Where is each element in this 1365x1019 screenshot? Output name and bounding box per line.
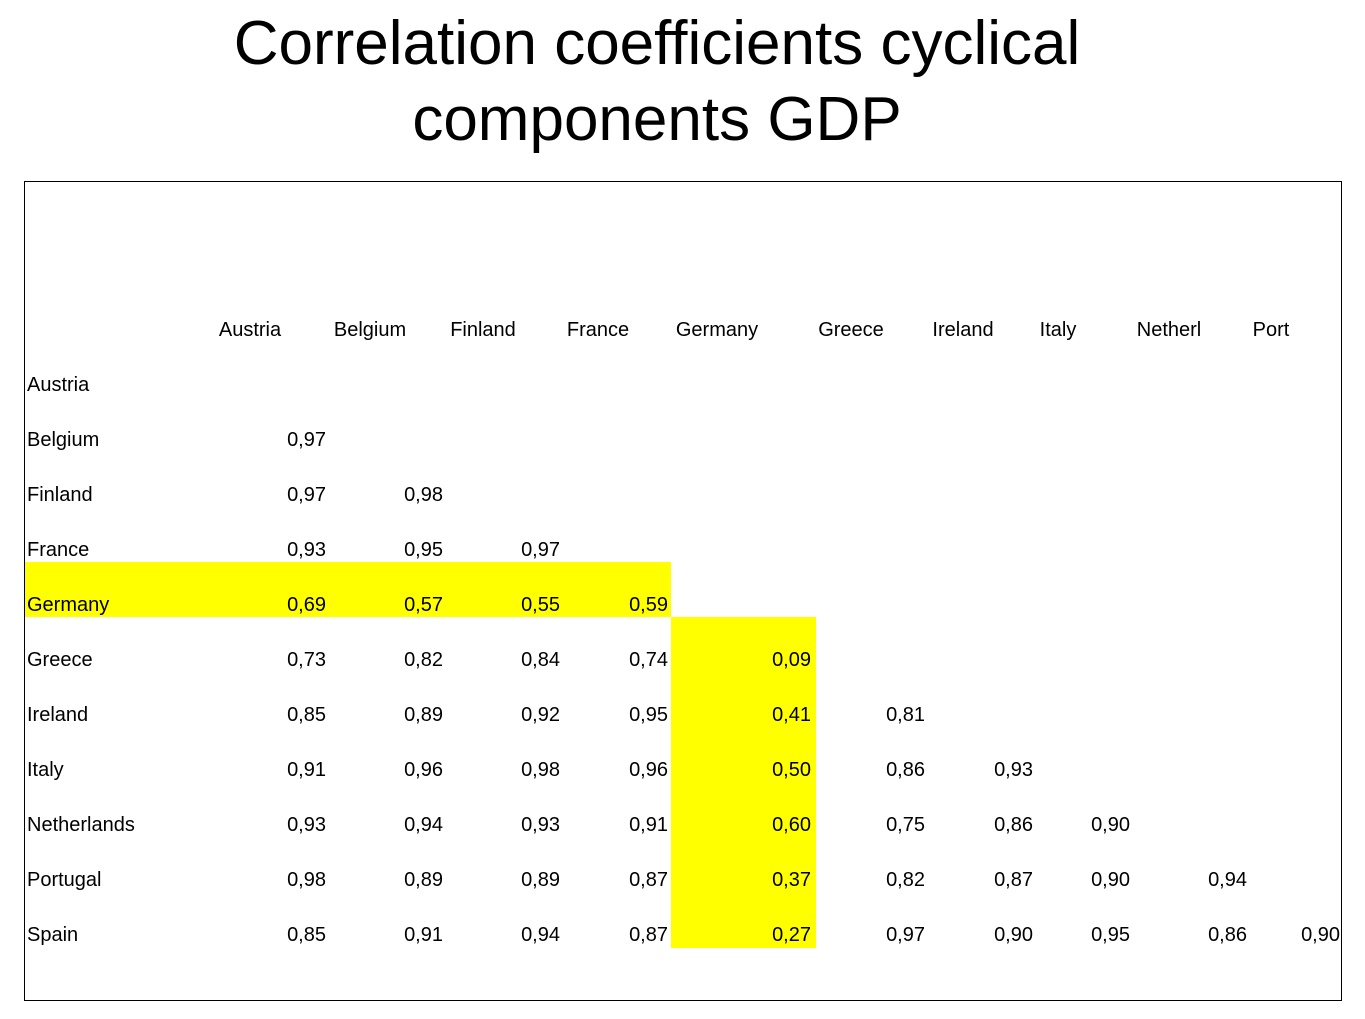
correlation-value: 0,75 bbox=[886, 814, 925, 836]
correlation-value: 0,93 bbox=[287, 814, 326, 836]
correlation-value: 0,86 bbox=[994, 814, 1033, 836]
correlation-value: 0,90 bbox=[1091, 814, 1130, 836]
correlation-value: 0,41 bbox=[772, 704, 811, 726]
correlation-value: 0,09 bbox=[772, 649, 811, 671]
correlation-value: 0,89 bbox=[404, 704, 443, 726]
correlation-value: 0,86 bbox=[886, 759, 925, 781]
column-header-ireland: Ireland bbox=[932, 319, 994, 341]
correlation-value: 0,94 bbox=[1208, 869, 1247, 891]
correlation-value: 0,98 bbox=[404, 484, 443, 506]
column-header-port: Port bbox=[1252, 319, 1290, 341]
correlation-value: 0,27 bbox=[772, 924, 811, 946]
column-header-finland: Finland bbox=[450, 319, 516, 341]
slide-title-line-1: Correlation coefficients cyclical bbox=[233, 9, 1081, 78]
correlation-value: 0,85 bbox=[287, 924, 326, 946]
correlation-value: 0,93 bbox=[994, 759, 1033, 781]
slide-title: Correlation coefficients cyclical compon… bbox=[0, 6, 1314, 158]
column-header-germany: Germany bbox=[675, 319, 759, 341]
slide-title-line-2: components GDP bbox=[412, 85, 902, 154]
row-label-greece: Greece bbox=[27, 649, 93, 671]
row-label-portugal: Portugal bbox=[27, 869, 102, 891]
correlation-value: 0,85 bbox=[287, 704, 326, 726]
correlation-value: 0,90 bbox=[1301, 924, 1340, 946]
correlation-table-frame bbox=[24, 181, 1342, 1001]
correlation-value: 0,82 bbox=[404, 649, 443, 671]
row-label-france: France bbox=[27, 539, 90, 561]
correlation-value: 0,73 bbox=[287, 649, 326, 671]
column-header-italy: Italy bbox=[1039, 319, 1077, 341]
correlation-value: 0,94 bbox=[404, 814, 443, 836]
correlation-value: 0,59 bbox=[629, 594, 668, 616]
correlation-value: 0,95 bbox=[1091, 924, 1130, 946]
correlation-value: 0,86 bbox=[1208, 924, 1247, 946]
germany-row-highlight bbox=[25, 562, 671, 617]
correlation-value: 0,74 bbox=[629, 649, 668, 671]
row-label-finland: Finland bbox=[27, 484, 93, 506]
correlation-value: 0,84 bbox=[521, 649, 560, 671]
correlation-value: 0,87 bbox=[629, 869, 668, 891]
column-header-netherl: Netherl bbox=[1136, 319, 1202, 341]
correlation-value: 0,97 bbox=[886, 924, 925, 946]
correlation-value: 0,94 bbox=[521, 924, 560, 946]
row-label-germany: Germany bbox=[27, 594, 110, 616]
correlation-value: 0,93 bbox=[521, 814, 560, 836]
correlation-value: 0,97 bbox=[287, 429, 326, 451]
row-label-belgium: Belgium bbox=[27, 429, 100, 451]
row-label-ireland: Ireland bbox=[27, 704, 89, 726]
correlation-value: 0,90 bbox=[994, 924, 1033, 946]
column-header-belgium: Belgium bbox=[333, 319, 407, 341]
correlation-value: 0,82 bbox=[886, 869, 925, 891]
correlation-value: 0,91 bbox=[287, 759, 326, 781]
correlation-value: 0,95 bbox=[629, 704, 668, 726]
correlation-value: 0,93 bbox=[287, 539, 326, 561]
correlation-value: 0,89 bbox=[404, 869, 443, 891]
correlation-value: 0,81 bbox=[886, 704, 925, 726]
correlation-value: 0,87 bbox=[994, 869, 1033, 891]
correlation-value: 0,97 bbox=[521, 539, 560, 561]
correlation-value: 0,92 bbox=[521, 704, 560, 726]
correlation-value: 0,96 bbox=[404, 759, 443, 781]
correlation-value: 0,87 bbox=[629, 924, 668, 946]
correlation-value: 0,69 bbox=[287, 594, 326, 616]
correlation-value: 0,96 bbox=[629, 759, 668, 781]
correlation-value: 0,98 bbox=[287, 869, 326, 891]
germany-column-highlight bbox=[671, 617, 816, 948]
correlation-value: 0,50 bbox=[772, 759, 811, 781]
row-label-italy: Italy bbox=[27, 759, 64, 781]
column-header-greece: Greece bbox=[818, 319, 884, 341]
correlation-value: 0,89 bbox=[521, 869, 560, 891]
row-label-netherlands: Netherlands bbox=[27, 814, 135, 836]
correlation-value: 0,91 bbox=[404, 924, 443, 946]
correlation-value: 0,98 bbox=[521, 759, 560, 781]
correlation-value: 0,91 bbox=[629, 814, 668, 836]
column-header-austria: Austria bbox=[218, 319, 282, 341]
correlation-value: 0,90 bbox=[1091, 869, 1130, 891]
correlation-value: 0,60 bbox=[772, 814, 811, 836]
correlation-value: 0,95 bbox=[404, 539, 443, 561]
column-header-france: France bbox=[566, 319, 630, 341]
row-label-austria: Austria bbox=[27, 374, 90, 396]
row-label-spain: Spain bbox=[27, 924, 79, 946]
correlation-value: 0,57 bbox=[404, 594, 443, 616]
correlation-value: 0,55 bbox=[521, 594, 560, 616]
correlation-value: 0,37 bbox=[772, 869, 811, 891]
correlation-value: 0,97 bbox=[287, 484, 326, 506]
